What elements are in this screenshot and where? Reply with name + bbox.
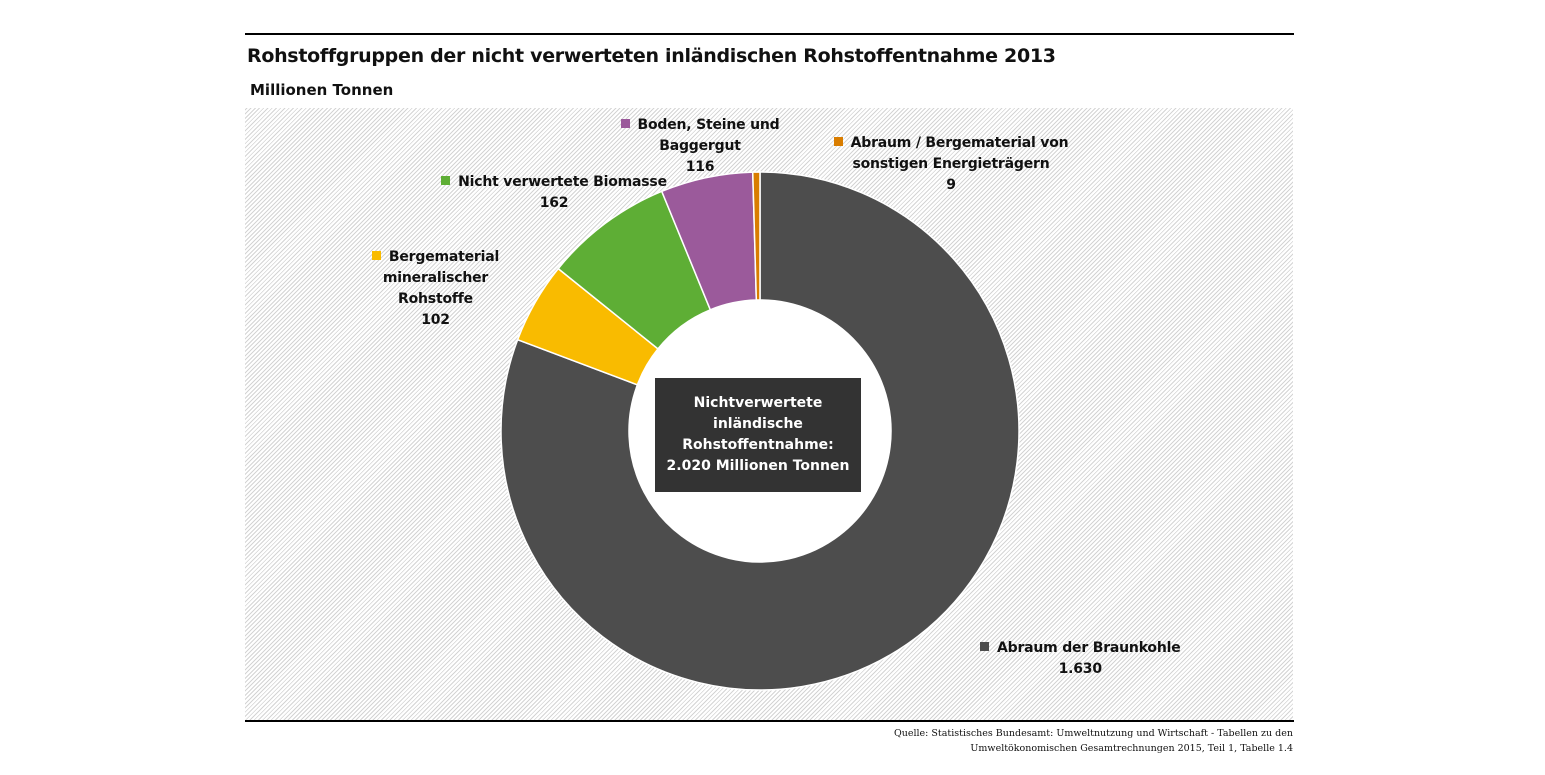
center-line: Nichtverwertete	[693, 395, 823, 411]
slice-name: Abraum der Braunkohle	[997, 640, 1181, 656]
label-biomasse: Nicht verwertete Biomasse 162	[438, 172, 670, 214]
legend-swatch	[620, 119, 630, 128]
slice-name: Nicht verwertete Biomasse	[458, 174, 667, 190]
label-bergematerial: Bergematerial mineralischer Rohstoffe 10…	[318, 247, 553, 331]
slice-value: 102	[421, 312, 450, 328]
slice-name: sonstigen Energieträgern	[852, 156, 1050, 172]
slice-name: Abraum / Bergematerial von	[850, 135, 1069, 151]
unit-label: Millionen Tonnen	[250, 81, 394, 99]
label-sonstige: Abraum / Bergematerial von sonstigen Ene…	[826, 133, 1076, 196]
slice-value: 9	[946, 177, 956, 193]
slice-value: 162	[539, 195, 569, 211]
label-boden: Boden, Steine und Baggergut 116	[610, 115, 790, 178]
source-line: Quelle: Statistisches Bundesamt: Umweltn…	[893, 728, 1293, 739]
label-braunkohle: Abraum der Braunkohle 1.630	[980, 638, 1181, 680]
legend-swatch	[441, 176, 451, 185]
slice-name: Bergematerial mineralischer	[382, 249, 500, 286]
slice-name: Rohstoffe	[398, 291, 473, 307]
slice-name: Baggergut	[659, 138, 741, 154]
source-line: Umweltökonomischen Gesamtrechnungen 2015…	[970, 743, 1293, 754]
legend-swatch	[980, 642, 989, 651]
bottom-rule	[245, 720, 1294, 722]
center-line: 2.020 Millionen Tonnen	[666, 458, 850, 474]
slice-name: Boden, Steine und	[637, 117, 780, 133]
legend-swatch	[371, 251, 381, 260]
slice-value: 1.630	[1058, 661, 1102, 677]
slice-value: 116	[685, 159, 715, 175]
center-line: Rohstoffentnahme:	[682, 437, 834, 453]
source-note: Quelle: Statistisches Bundesamt: Umweltn…	[894, 726, 1293, 756]
legend-swatch	[833, 137, 843, 146]
center-line: inländische	[713, 416, 803, 432]
top-rule	[245, 33, 1294, 35]
chart-title: Rohstoffgruppen der nicht verwerteten in…	[247, 45, 1056, 67]
center-total-box: Nichtverwertete inländische Rohstoffentn…	[655, 378, 861, 492]
donut-slice-0	[500, 171, 1020, 691]
